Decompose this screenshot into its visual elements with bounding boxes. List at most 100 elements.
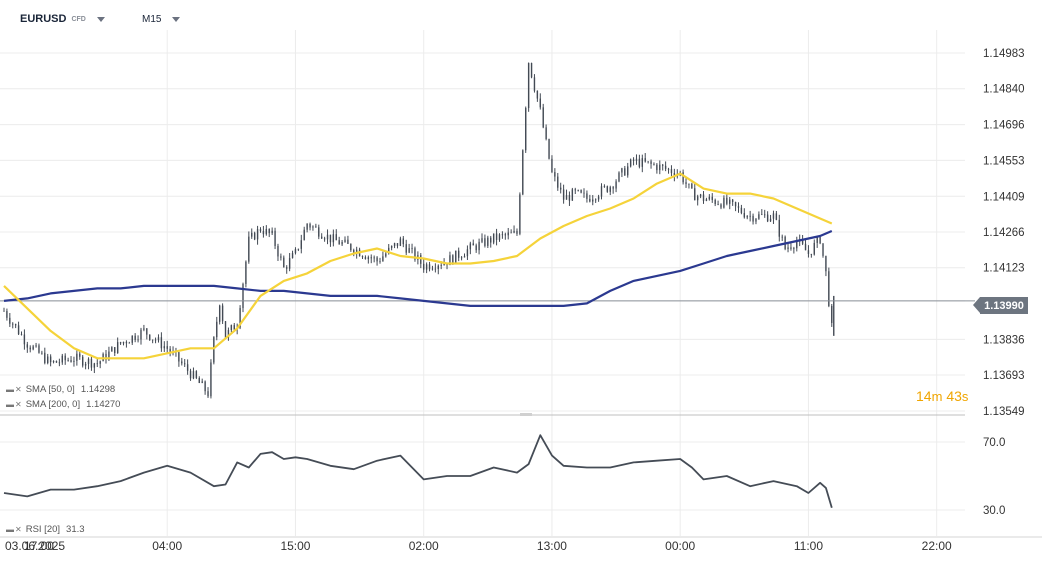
y-tick-label: 1.14266 bbox=[983, 227, 1025, 239]
candle-body bbox=[551, 158, 553, 173]
symbol-type-label: CFD bbox=[71, 15, 86, 23]
symbol-selector[interactable]: EURUSD CFD bbox=[20, 11, 105, 27]
candle-body bbox=[810, 253, 813, 255]
candle-body bbox=[475, 245, 477, 251]
indicator-label: SMA [50, 0] bbox=[25, 384, 75, 395]
candle-body bbox=[274, 230, 276, 246]
candle-body bbox=[105, 353, 107, 360]
candle-body bbox=[373, 257, 375, 259]
candle-body bbox=[55, 360, 58, 363]
candle-body bbox=[227, 330, 230, 338]
candle-body bbox=[568, 194, 571, 201]
candle-body bbox=[472, 243, 474, 246]
candle-body bbox=[81, 356, 84, 366]
indicator-sma-200[interactable]: ▬✕ SMA [200, 0] 1.14270 bbox=[6, 399, 120, 410]
candle-body bbox=[262, 231, 265, 235]
pane-resize-handle[interactable] bbox=[520, 413, 532, 416]
candle-body bbox=[210, 362, 212, 397]
candle-body bbox=[283, 257, 285, 268]
candle-body bbox=[44, 352, 46, 364]
indicator-rsi[interactable]: ▬✕ RSI [20] 31.3 bbox=[6, 524, 85, 535]
current-price-badge: 1.13990 bbox=[973, 297, 1028, 314]
candle-body bbox=[516, 230, 518, 234]
candle-body bbox=[778, 219, 780, 237]
candle-body bbox=[341, 242, 343, 245]
candle-body bbox=[612, 187, 614, 189]
sma-50-line bbox=[3, 172, 833, 360]
candle-body bbox=[653, 163, 655, 165]
y-tick-label: 1.14983 bbox=[983, 48, 1025, 60]
candle-body bbox=[300, 240, 302, 249]
candle-body bbox=[128, 342, 131, 344]
candle-body bbox=[390, 245, 393, 248]
candle-body bbox=[437, 265, 439, 270]
candle-body bbox=[813, 242, 815, 255]
candle-body bbox=[594, 199, 597, 201]
candle-body bbox=[481, 238, 483, 242]
indicator-sma-50[interactable]: ▬✕ SMA [50, 0] 1.14298 bbox=[6, 384, 115, 395]
candle-body bbox=[393, 243, 396, 246]
candle-body bbox=[761, 214, 763, 216]
candle-body bbox=[323, 238, 326, 240]
candle-body bbox=[61, 355, 63, 363]
candle-body bbox=[204, 381, 206, 392]
indicator-settings-icon[interactable]: ▬✕ bbox=[6, 525, 23, 534]
candle-body bbox=[160, 337, 163, 349]
candle-body bbox=[408, 248, 410, 253]
countdown-seconds-unit: s bbox=[961, 389, 969, 404]
candle-body bbox=[291, 253, 294, 259]
candle-body bbox=[143, 328, 145, 330]
candle-body bbox=[181, 361, 183, 364]
candle-body bbox=[711, 196, 713, 200]
candle-body bbox=[3, 310, 5, 312]
countdown-minutes: 14 bbox=[916, 388, 932, 404]
candle-body bbox=[6, 310, 8, 318]
candle-body bbox=[769, 218, 772, 222]
candle-body bbox=[17, 325, 20, 335]
candle-body bbox=[47, 356, 49, 364]
candle-body bbox=[99, 361, 101, 364]
y-tick-label: 1.13549 bbox=[983, 406, 1025, 418]
candle-body bbox=[449, 255, 451, 266]
candle-body bbox=[423, 263, 425, 270]
indicator-label: SMA [200, 0] bbox=[25, 399, 81, 410]
candle-body bbox=[603, 186, 606, 188]
candle-body bbox=[606, 186, 609, 192]
candle-body bbox=[609, 187, 611, 192]
candle-body bbox=[696, 196, 699, 201]
candle-body bbox=[670, 169, 673, 174]
candle-body bbox=[49, 356, 52, 363]
candle-body bbox=[277, 245, 279, 257]
candle-body bbox=[20, 334, 23, 335]
candle-body bbox=[379, 261, 381, 263]
candle-body bbox=[580, 190, 582, 193]
candle-body bbox=[705, 199, 708, 201]
candle-body bbox=[26, 344, 29, 348]
candle-body bbox=[388, 247, 390, 254]
candle-body bbox=[530, 63, 533, 78]
candle-body bbox=[420, 255, 422, 264]
candle-body bbox=[498, 234, 501, 240]
candle-body bbox=[347, 239, 349, 244]
candle-body bbox=[685, 182, 687, 184]
candle-body bbox=[306, 223, 308, 230]
candle-body bbox=[230, 325, 233, 331]
candle-body bbox=[548, 139, 550, 159]
candle-body bbox=[318, 227, 320, 237]
countdown-seconds: 43 bbox=[946, 388, 962, 404]
candle-body bbox=[288, 258, 291, 269]
candle-body bbox=[804, 243, 807, 251]
y-tick-label: 1.14123 bbox=[983, 263, 1025, 275]
indicator-settings-icon[interactable]: ▬✕ bbox=[6, 400, 23, 409]
sma-200-line bbox=[3, 229, 833, 307]
candle-body bbox=[717, 204, 719, 205]
rsi-tick-label: 70.0 bbox=[983, 437, 1005, 449]
candle-body bbox=[702, 194, 705, 201]
x-tick-label: 11:00 bbox=[794, 539, 823, 553]
chevron-down-icon bbox=[96, 16, 105, 22]
indicator-settings-icon[interactable]: ▬✕ bbox=[6, 385, 23, 394]
timeframe-selector[interactable]: M15 bbox=[142, 11, 181, 27]
candle-body bbox=[758, 214, 760, 219]
candle-body bbox=[504, 234, 507, 236]
